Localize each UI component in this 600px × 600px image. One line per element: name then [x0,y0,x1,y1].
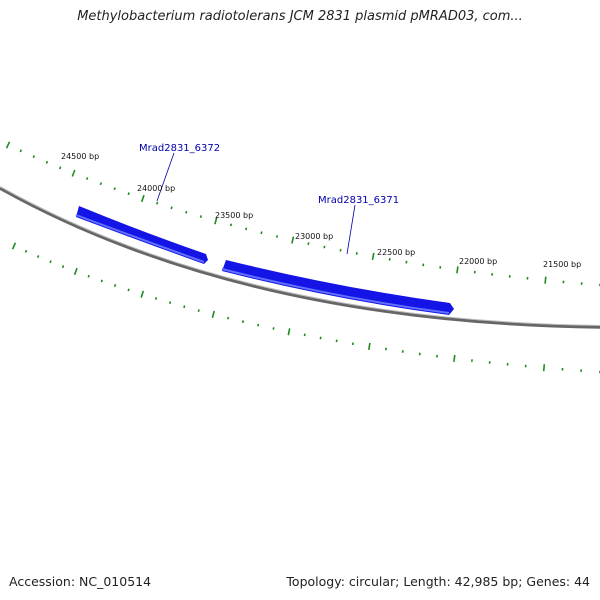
minor-tick [49,260,52,264]
major-tick [544,276,547,284]
minor-tick [335,339,338,343]
map-title: Methylobacterium radiotolerans JCM 2831 … [77,9,523,24]
major-tick [368,342,371,351]
gene-label-line [346,204,356,255]
tick-label: 22500 bp [377,248,415,257]
minor-tick [323,245,326,249]
major-tick [453,354,456,363]
minor-tick [85,177,89,180]
minor-tick [45,160,49,164]
gene-feature-mrad2831-6371[interactable] [221,260,454,315]
major-tick [291,236,295,244]
gene-feature-mrad2831-6372[interactable] [75,206,208,264]
topology-summary: Topology: circular; Length: 42,985 bp; G… [286,574,590,589]
major-tick [542,364,546,372]
major-tick [140,290,145,298]
major-tick [211,310,215,319]
major-tick [73,267,78,276]
minor-tick [100,279,103,283]
minor-tick [113,284,117,287]
minor-tick [257,323,260,327]
major-tick [11,242,17,250]
minor-tick [156,201,159,205]
minor-tick [58,166,62,170]
minor-tick [185,210,188,214]
tick-label: 23000 bp [295,232,333,241]
minor-tick [127,288,130,292]
minor-tick [355,252,358,255]
minor-tick [197,309,200,312]
tick-label: 24500 bp [61,152,99,161]
inner-tick-row [11,242,600,374]
major-tick [140,194,145,203]
minor-tick [61,265,65,269]
gene-label[interactable]: Mrad2831_6371 [318,195,399,206]
minor-tick [127,192,130,196]
minor-tick [260,231,263,235]
minor-tick [183,305,186,309]
minor-tick [303,333,306,337]
minor-tick [19,149,23,153]
minor-tick [307,242,310,246]
minor-tick [154,297,158,300]
accession-label: Accession: NC_010514 [9,574,152,589]
outer-tick-row [5,141,600,287]
minor-tick [32,155,36,159]
gene-label[interactable]: Mrad2831_6372 [139,143,220,154]
minor-tick [113,187,116,191]
plasmid-backbone [0,186,600,329]
minor-tick [199,215,203,219]
minor-tick [99,182,103,186]
major-tick [5,141,11,149]
major-tick [287,328,291,336]
gene-label-line [156,152,175,202]
major-tick [71,169,76,177]
minor-tick [36,255,40,258]
minor-tick [229,223,233,227]
minor-tick [339,248,342,252]
tick-label: 24000 bp [137,184,175,193]
minor-tick [227,316,230,320]
tick-label: 21500 bp [543,260,581,269]
minor-tick [245,227,248,231]
tick-label: 22000 bp [459,257,497,266]
minor-tick [241,320,245,324]
minor-tick [170,206,173,210]
minor-tick [169,301,172,304]
minor-tick [87,274,90,278]
minor-tick [24,249,28,253]
minor-tick [272,327,275,330]
major-tick [371,252,375,261]
major-tick [456,266,459,274]
major-tick [214,217,218,225]
tick-label: 23500 bp [215,211,253,220]
minor-tick [275,235,279,238]
